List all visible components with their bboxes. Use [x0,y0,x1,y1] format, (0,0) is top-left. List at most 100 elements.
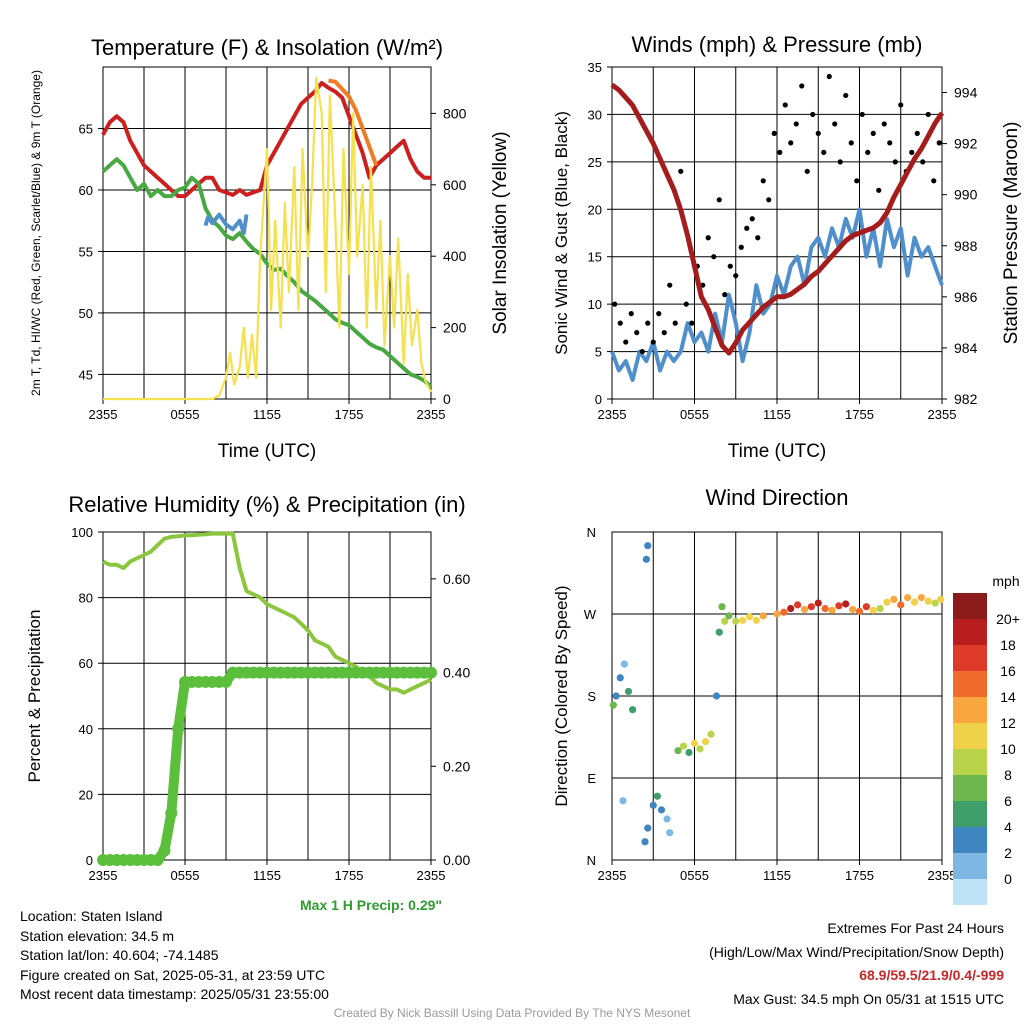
series-point [837,159,843,165]
y-tick-label: E [587,771,596,786]
series-point [909,149,915,155]
x-axis-label: Time (UTC) [218,441,317,462]
wind-dir-point [721,617,729,625]
x-tick-label: 2355 [598,868,627,883]
series-point [617,320,623,326]
series-point [843,92,849,99]
series-point [661,330,667,336]
panel-title: Relative Humidity (%) & Precipitation (i… [68,492,465,517]
wind-dir-point [800,605,809,614]
y2-tick-label: 990 [954,187,978,203]
colorbar-label: 8 [1004,767,1012,783]
series-point [898,102,904,108]
wind-dir-point [629,706,637,714]
wind-dir-point [644,824,652,832]
station-elevation: Station elevation: 34.5 m [20,927,175,944]
wind-dir-point [855,607,864,615]
y-tick-label: W [584,607,597,622]
wind-dir-point [696,745,704,753]
series-point [683,301,689,307]
series-line [610,207,944,382]
series-point [777,149,783,155]
x-tick-label: 0555 [171,407,200,422]
series-point [859,111,865,118]
series-point [711,254,717,260]
wind-dir-point [821,604,829,613]
series-point [760,178,766,184]
panel-title: Wind Direction [705,485,848,510]
series-point [870,130,876,136]
wind-dir-point [862,603,870,611]
y2-tick-label: 0.00 [443,852,470,868]
wind-dir-point [725,612,733,620]
y-axis-label: Direction (Colored By Speed) [552,585,571,806]
y-axis-label: Percent & Precipitation [25,610,44,783]
y-tick-label: 60 [79,656,93,671]
series-line [102,531,432,695]
y2-tick-label: 400 [443,248,467,264]
extremes-panel: Extremes For Past 24 Hours (High/Low/Max… [709,917,1004,1011]
colorbar-label: 14 [1000,689,1016,705]
series-point [749,216,755,222]
y-axis-label: 2m T, Td, HI/WC (Red, Green, Scarlet/Blu… [29,70,43,396]
y2-tick-label: 0.60 [443,571,470,587]
wind-dir-point [739,616,747,624]
x-axis-label: Time (UTC) [728,441,827,462]
y-tick-label: 45 [79,367,93,382]
wind-dir-point [897,601,905,609]
x-tick-label: 2355 [928,868,957,883]
x-tick-label: 0555 [680,407,709,422]
y-tick-label: 0 [86,853,93,868]
y-tick-label: 80 [79,591,93,606]
extremes-title: Extremes For Past 24 Hours [827,920,1004,936]
wind-dir-point [924,597,932,605]
colorbar-label: 0 [1004,871,1012,887]
colorbar-label: 12 [1000,715,1016,731]
x-tick-label: 1155 [763,868,791,883]
series-line [328,78,379,167]
wind-dir-point [701,737,710,746]
recent-timestamp: Most recent data timestamp: 2025/05/31 2… [20,986,329,1003]
x-tick-label: 1755 [335,407,364,422]
colorbar-swatch [953,671,987,697]
wind-dir-point [624,687,633,696]
colorbar-label: 10 [1000,741,1016,757]
wind-dir-point [869,606,877,614]
y2-tick-label: 988 [954,238,978,254]
series-line [103,667,431,865]
wind-dir-point [663,815,671,823]
y-tick-label: N [587,853,596,868]
series-point [914,130,920,136]
colorbar-swatch [953,853,987,879]
x-tick-label: 2355 [598,407,627,422]
max-gust: Max Gust: 34.5 mph On 05/31 at 1515 UTC [733,990,1004,1007]
wind-dir-point [794,601,802,609]
x-tick-label: 2355 [417,868,446,883]
wind-dir-point [910,598,919,606]
series-point [667,282,673,288]
wind-dir-point [690,739,699,747]
series-point [920,159,926,165]
figure-created: Figure created on Sat, 2025-05-31, at 23… [20,966,326,983]
series-point [788,140,794,146]
y2-tick-label: 986 [954,289,978,305]
wind-dir-point [707,730,715,738]
credit-line: Created By Nick Bassill Using Data Provi… [333,1006,691,1020]
colorbar-swatch [953,723,987,749]
wind-dir-point [732,617,740,625]
series-point [832,121,838,127]
x-tick-label: 1755 [845,868,874,883]
series-point [848,140,854,146]
wind-dir-point [666,829,674,837]
wind-dir-point [718,603,726,611]
series-line [103,76,432,401]
colorbar-swatch [953,879,987,905]
wind-dir-point [773,610,781,618]
series-point [804,168,810,174]
wind-dir-point [883,598,891,606]
wind-dir-point [609,701,617,709]
wind-dir-point [904,594,912,602]
y-tick-label: 20 [588,202,602,217]
series-point [672,320,678,326]
series-point [892,159,898,165]
